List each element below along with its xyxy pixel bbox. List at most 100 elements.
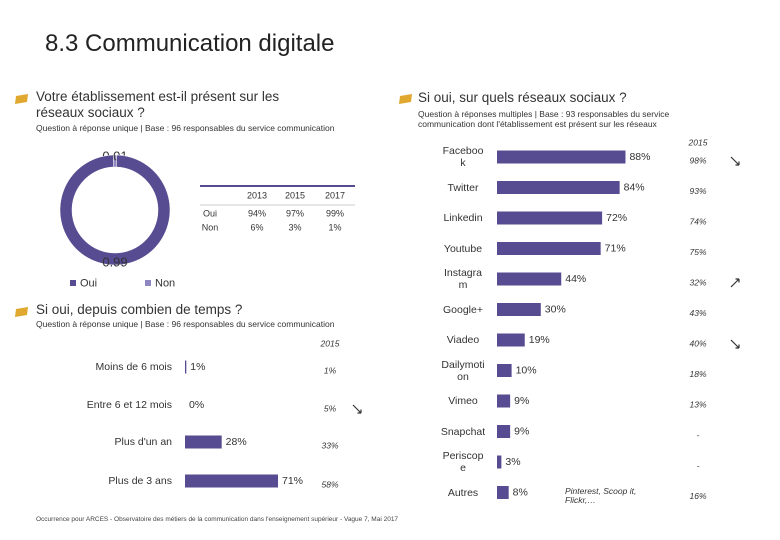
comparison-label: 40% [689, 338, 706, 348]
bar [497, 455, 502, 469]
table-header: 2013 [247, 190, 267, 200]
trend-arrow [730, 278, 740, 288]
table-cell: 97% [286, 208, 304, 218]
comparison-header: 2015 [688, 137, 708, 147]
bar [497, 394, 511, 408]
table-header: 2017 [325, 190, 345, 200]
comparison-label: 43% [689, 308, 706, 318]
category-label: Linkedin [443, 212, 483, 224]
category-label: Youtube [443, 242, 483, 255]
comparison-label: 32% [689, 277, 706, 287]
table-cell: 3% [288, 222, 301, 232]
question-note: Question à réponse unique | Base : 96 re… [36, 123, 335, 133]
value-label: 71% [605, 242, 626, 254]
bar [497, 272, 562, 286]
value-label: 8% [513, 486, 528, 498]
value-label: 3% [505, 456, 520, 468]
comparison-label: 93% [689, 186, 706, 196]
bar [497, 181, 620, 194]
bullet [15, 94, 28, 104]
comparison-label: - [697, 460, 700, 470]
category-label: Dailymotion [441, 358, 485, 383]
table-header-rule [200, 185, 355, 187]
bar [497, 333, 525, 347]
table-cell: 1% [328, 222, 341, 232]
comparison-label: 13% [689, 399, 706, 409]
comparison-label: 74% [689, 216, 706, 226]
bullet [399, 94, 412, 104]
donut-segment [59, 154, 171, 266]
comparison-label: 1% [324, 365, 337, 375]
value-label: 9% [514, 425, 529, 437]
question: Si oui, sur quels réseaux sociaux ? [418, 90, 627, 105]
category-label: Entre 6 et 12 mois [87, 399, 172, 411]
bar [185, 360, 187, 374]
bar [497, 364, 512, 377]
value-label: 71% [282, 475, 303, 487]
table-cell: 94% [248, 208, 266, 218]
table-row-label: Non [202, 222, 219, 232]
bar [497, 425, 511, 438]
legend-swatch [145, 280, 151, 286]
trend-arrow [730, 339, 740, 349]
bullet [15, 307, 28, 317]
question: Votre établissement est-il présent sur l… [36, 89, 280, 120]
value-label: 44% [565, 273, 586, 285]
comparison-label: 5% [324, 403, 337, 413]
comparison-label: 33% [321, 440, 338, 450]
table-row-label: Oui [203, 208, 217, 218]
footer: Occurrence pour ARCES - Observatoire des… [36, 516, 399, 523]
annotation: Pinterest, Scoop it, Flickr,… [565, 485, 637, 506]
category-label: Facebook [442, 145, 484, 170]
trend-arrow [730, 156, 740, 166]
category-label: Autres [447, 486, 479, 499]
value-label: 9% [514, 395, 529, 407]
comparison-label: 75% [689, 247, 706, 257]
table-cell: 99% [326, 208, 344, 218]
value-label: 30% [545, 303, 566, 315]
category-label: Viadeo [446, 334, 480, 346]
question-note: Question à réponses multiples | Base : 9… [418, 109, 670, 129]
legend-swatch [70, 280, 76, 286]
donut-label: 0.99 [102, 254, 127, 269]
bar [497, 242, 601, 255]
legend-label: Oui [80, 277, 97, 289]
category-label: Periscope [442, 450, 484, 475]
category-label: Plus d'un an [115, 436, 173, 448]
question-note: Question à réponse unique | Base : 96 re… [36, 319, 335, 329]
bar [497, 486, 509, 499]
comparison-label: - [697, 430, 700, 440]
value-label: 28% [226, 436, 247, 448]
category-label: Snapchat [440, 425, 486, 438]
comparison-label: 18% [689, 369, 706, 379]
value-label: 88% [629, 151, 650, 163]
comparison-label: 16% [689, 491, 706, 501]
trend-arrow [352, 404, 362, 414]
comparison-label: 58% [321, 479, 338, 489]
value-label: 10% [516, 364, 537, 376]
category-label: Plus de 3 ans [108, 475, 172, 487]
value-label: 19% [529, 334, 550, 346]
bar [185, 435, 222, 449]
comparison-header: 2015 [320, 338, 340, 348]
table-header: 2015 [285, 190, 305, 200]
category-label: Instagram [444, 267, 482, 292]
legend-label: Non [155, 277, 175, 289]
table-cell: 6% [250, 222, 263, 232]
category-label: Google+ [443, 303, 483, 316]
question: Si oui, depuis combien de temps ? [36, 302, 243, 317]
bar [497, 211, 603, 225]
slide-title: 8.3 Communication digitale [45, 30, 335, 57]
value-label: 0% [189, 399, 204, 411]
bar [185, 474, 279, 488]
category-label: Moins de 6 mois [96, 361, 172, 373]
category-label: Twitter [447, 181, 479, 194]
value-label: 1% [190, 361, 205, 373]
value-label: 84% [624, 181, 645, 193]
category-label: Vimeo [448, 395, 478, 407]
bar [497, 150, 626, 164]
bar [497, 303, 541, 316]
comparison-label: 98% [689, 155, 706, 165]
